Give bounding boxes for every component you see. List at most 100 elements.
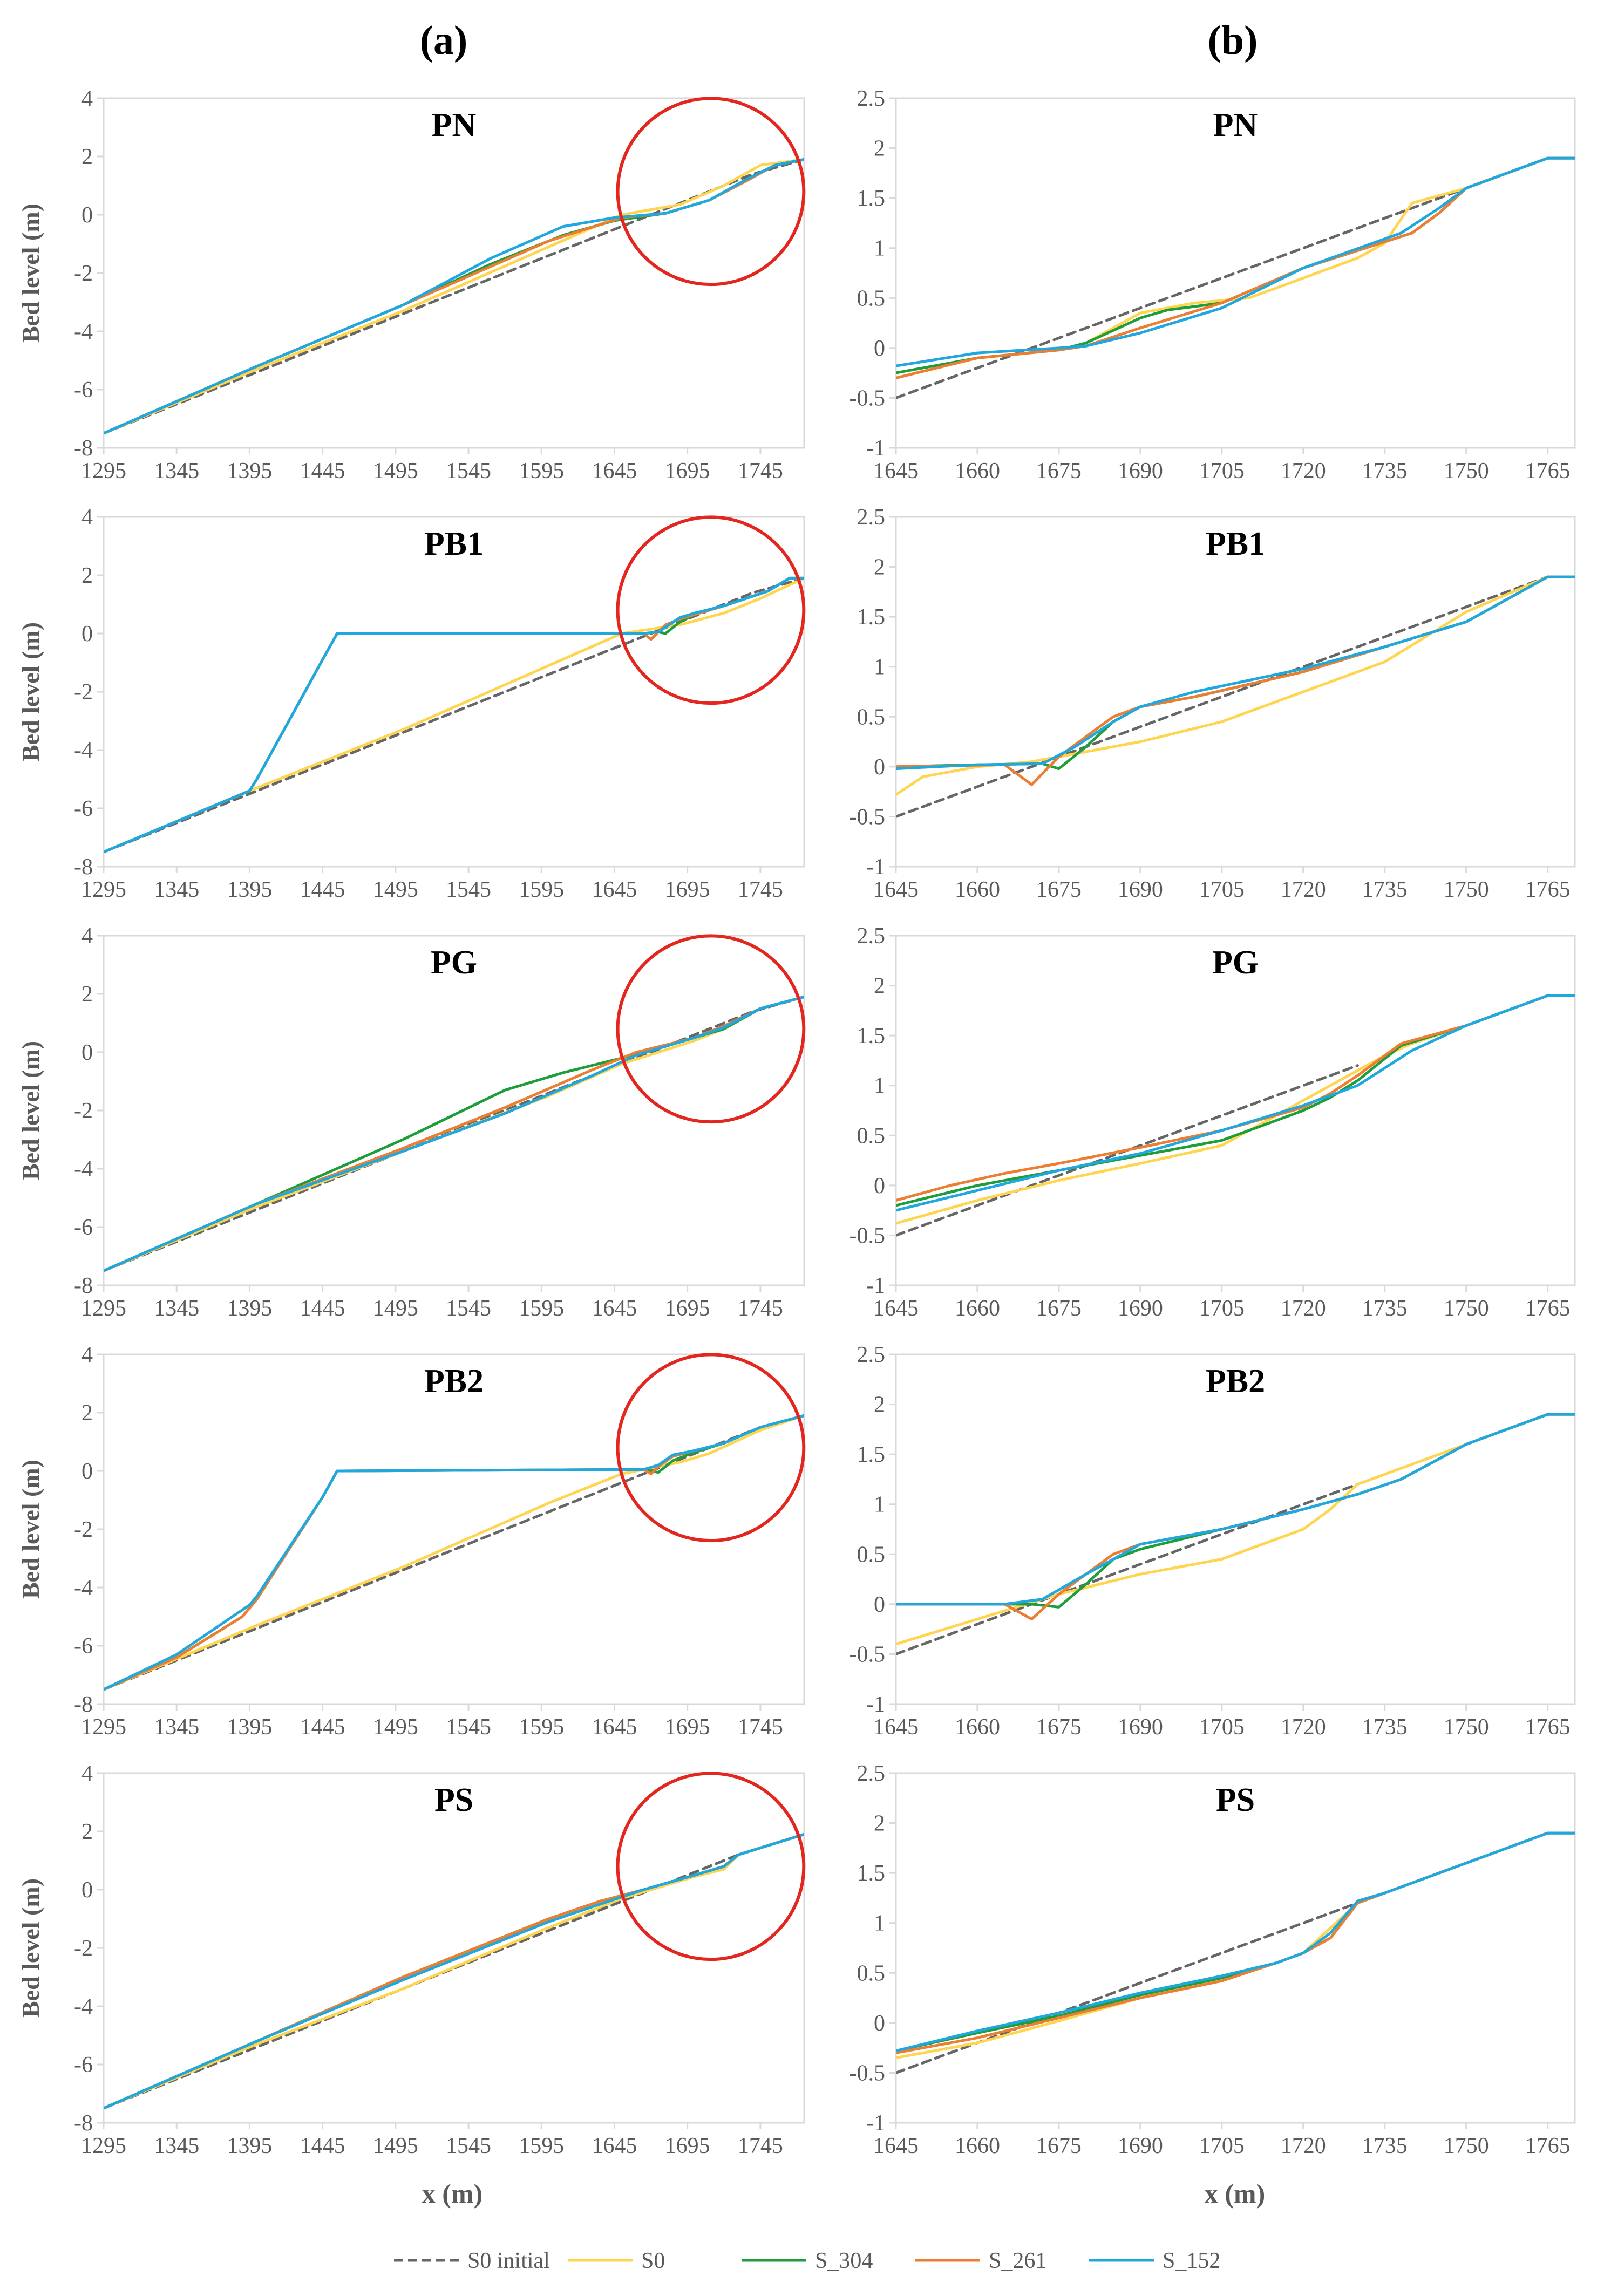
- x-tick-label: 1395: [227, 1715, 272, 1740]
- x-tick-label: 1750: [1444, 459, 1489, 483]
- x-tick-label: 1690: [1118, 1296, 1163, 1321]
- x-tick-label: 1545: [446, 2134, 491, 2158]
- legend-item-s-261: S_261: [915, 2249, 1046, 2273]
- y-tick-label: 1: [874, 236, 885, 261]
- column-label-a: (a): [420, 18, 468, 63]
- panel-title: PN: [1213, 107, 1258, 144]
- y-tick-label: 4: [81, 1343, 93, 1367]
- panel-title: PN: [432, 107, 477, 144]
- x-tick-label: 1720: [1281, 1715, 1326, 1740]
- series-group: [896, 994, 1575, 1237]
- y-tick-label: 2: [81, 1820, 93, 1844]
- y-tick-label: 0: [874, 755, 885, 780]
- x-tick-label: 1750: [1444, 1715, 1489, 1740]
- x-tick-label: 1545: [446, 1296, 491, 1321]
- x-tick-label: 1735: [1362, 1715, 1408, 1740]
- chart-panels: -8 -6 -4 -2 0 2 4 1295 1345 1395 1445 1495 1545 1595 1…: [17, 86, 1576, 2158]
- y-tick-label: -6: [74, 1215, 93, 1240]
- series-line-s-152: [896, 1413, 1575, 1606]
- panel-title: PS: [1216, 1782, 1255, 1818]
- x-tick-label: 1765: [1525, 1296, 1571, 1321]
- x-tick-label: 1595: [519, 877, 564, 902]
- y-tick-label: 2.5: [857, 924, 886, 949]
- y-tick-label: -6: [74, 378, 93, 403]
- series-line-s-152: [104, 995, 804, 1272]
- x-tick-label: 1660: [955, 2134, 1000, 2158]
- panel-title: PG: [431, 944, 477, 981]
- x-tick-label: 1595: [519, 459, 564, 483]
- chart-panel-pb2-b: -1 -0.5 0 0.5 1 1.5 2 2.5 1645 1660 1675 1690 1705 17…: [849, 1343, 1576, 1740]
- plot-frame: [895, 1353, 1576, 1705]
- x-tick-label: 1495: [373, 459, 418, 483]
- x-tick-label: 1735: [1362, 2134, 1408, 2158]
- y-tick-label: 1: [874, 1911, 885, 1936]
- x-tick-label: 1705: [1199, 1296, 1245, 1321]
- plot-frame: [895, 935, 1576, 1286]
- panel-title: PB1: [424, 526, 484, 562]
- y-axis-label: Bed level (m): [17, 1878, 44, 2018]
- x-tick-label: 1395: [227, 877, 272, 902]
- x-tick-label: 1295: [81, 2134, 126, 2158]
- y-tick-label: 2.5: [857, 86, 886, 111]
- y-tick-label: 2: [874, 555, 885, 580]
- y-tick-label: -6: [74, 2053, 93, 2077]
- y-tick-label: -8: [74, 436, 93, 461]
- y-tick-label: -1: [866, 2111, 885, 2136]
- y-tick-label: 4: [81, 1761, 93, 1786]
- x-tick-label: 1645: [873, 877, 919, 902]
- x-tick-label: 1705: [1199, 459, 1245, 483]
- plot-frame: [895, 1772, 1576, 2124]
- series-line-s0: [896, 575, 1575, 796]
- chart-panel-pn-b: -1 -0.5 0 0.5 1 1.5 2 2.5 1645 1660 1675 1690 1705 17…: [849, 86, 1576, 483]
- highlight-circle: [616, 1772, 806, 1961]
- x-tick-label: 1705: [1199, 1715, 1245, 1740]
- y-tick-label: -2: [74, 1517, 93, 1542]
- series-line-s-152: [896, 156, 1575, 367]
- y-tick-label: 2: [81, 1401, 93, 1426]
- y-tick-label: -8: [74, 2111, 93, 2136]
- y-tick-label: 2.5: [857, 1343, 886, 1367]
- series-line-s0-initial: [896, 575, 1549, 818]
- y-tick-label: 0: [874, 2011, 885, 2036]
- x-tick-label: 1765: [1525, 2134, 1571, 2158]
- x-tick-label: 1765: [1525, 877, 1571, 902]
- legend: S0 initial S0 S_304 S_261 S_152: [394, 2249, 1220, 2273]
- x-tick-label: 1675: [1036, 1296, 1082, 1321]
- y-tick-label: 0.5: [857, 1542, 886, 1567]
- y-tick-label: 0.5: [857, 705, 886, 730]
- x-tick-label: 1395: [227, 459, 272, 483]
- y-tick-label: 2.5: [857, 505, 886, 530]
- series-group: [896, 1413, 1575, 1655]
- y-tick-label: 2: [81, 982, 93, 1007]
- y-tick-label: -8: [74, 855, 93, 880]
- y-tick-label: 0.5: [857, 1961, 886, 1986]
- x-tick-label: 1750: [1444, 877, 1489, 902]
- x-tick-label: 1395: [227, 2134, 272, 2158]
- x-tick-label: 1495: [373, 1715, 418, 1740]
- x-axis-label-a: x (m): [422, 2178, 482, 2209]
- column-label-b: (b): [1208, 18, 1258, 63]
- series-line-s-152: [896, 1831, 1575, 2053]
- series-group: [104, 1414, 804, 1691]
- x-tick-label: 1750: [1444, 2134, 1489, 2158]
- x-tick-label: 1445: [300, 1715, 345, 1740]
- y-tick-label: -4: [74, 1157, 93, 1182]
- series-line-s-152: [896, 575, 1575, 771]
- y-tick-label: -2: [74, 680, 93, 705]
- chart-panel-pn-a: -8 -6 -4 -2 0 2 4 1295 1345 1395 1445 1495 1545 1595 1…: [17, 86, 806, 483]
- x-tick-label: 1745: [738, 877, 783, 902]
- chart-panel-pb1-b: -1 -0.5 0 0.5 1 1.5 2 2.5 1645 1660 1675 1690 1705 17…: [849, 505, 1576, 902]
- y-tick-label: 2: [874, 974, 885, 999]
- x-tick-label: 1690: [1118, 459, 1163, 483]
- y-tick-label: -8: [74, 1692, 93, 1717]
- x-tick-label: 1735: [1362, 877, 1408, 902]
- y-tick-label: 0: [874, 1592, 885, 1617]
- panel-title: PB2: [424, 1363, 484, 1400]
- y-tick-label: 1.5: [857, 1024, 886, 1048]
- series-line-s-152: [104, 158, 804, 435]
- x-tick-label: 1645: [592, 877, 637, 902]
- x-tick-label: 1645: [592, 1715, 637, 1740]
- x-tick-label: 1660: [955, 459, 1000, 483]
- y-tick-label: -4: [74, 1576, 93, 1600]
- y-tick-label: -0.5: [849, 386, 886, 411]
